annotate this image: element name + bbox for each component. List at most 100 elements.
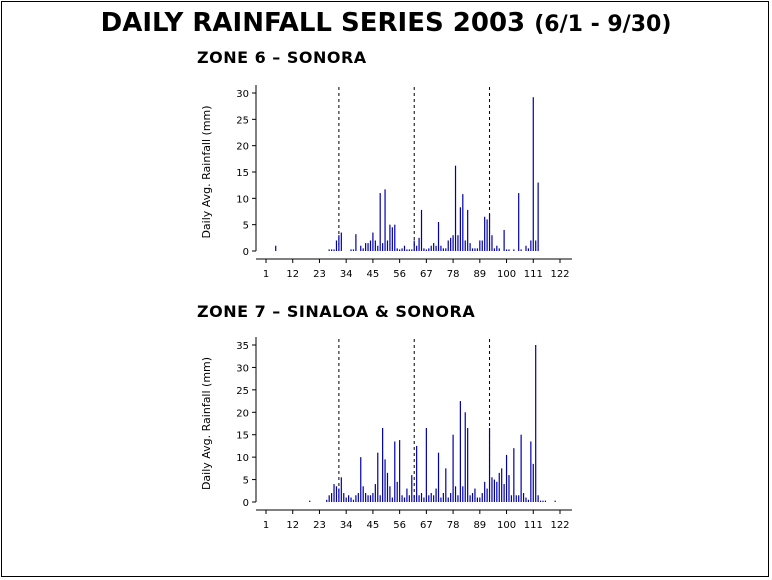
- rainfall-bar: [360, 457, 362, 502]
- rainfall-bar: [496, 481, 498, 502]
- rainfall-bar: [399, 440, 401, 502]
- rainfall-bar: [428, 495, 430, 502]
- rainfall-bar: [394, 224, 396, 251]
- y-tick-label: 30: [236, 363, 249, 374]
- x-tick-label: 23: [313, 269, 326, 280]
- rainfall-bar: [442, 248, 444, 251]
- rainfall-bar: [447, 240, 449, 251]
- zone6-rainfall-chart: 0 5 10 15 20 25 30 1 12 23 34 45 56 67 78 89 100 111 122 Da…: [200, 85, 572, 280]
- rainfall-bar: [508, 249, 510, 251]
- y-tick-label: 20: [236, 408, 249, 419]
- rainfall-bar: [505, 249, 508, 251]
- rainfall-bar: [333, 484, 335, 502]
- y-tick-label: 25: [236, 115, 249, 126]
- rainfall-bar: [442, 493, 444, 502]
- rainfall-bar: [403, 497, 406, 502]
- y-tick-label: 5: [243, 221, 249, 232]
- rainfall-bar: [440, 497, 442, 502]
- rainfall-bar: [340, 232, 342, 251]
- zone7-chart-title: ZONE 7 – SINALOA & SONORA: [197, 302, 476, 321]
- rainfall-bar: [379, 495, 381, 502]
- rainfall-bar: [343, 493, 345, 502]
- rainfall-bar: [452, 235, 454, 251]
- rainfall-bar: [408, 495, 410, 502]
- rainfall-bar: [527, 248, 530, 251]
- rainfall-bar: [352, 499, 355, 502]
- rainfall-bar: [350, 497, 352, 502]
- rainfall-bar: [437, 222, 440, 251]
- x-tick-label: 45: [367, 269, 380, 280]
- rainfall-bar: [464, 240, 466, 251]
- rainfall-bar: [520, 249, 522, 251]
- rainfall-bar: [486, 219, 488, 251]
- rainfall-bar: [476, 248, 478, 251]
- rainfall-bar: [416, 245, 418, 251]
- rainfall-bar: [433, 243, 435, 251]
- rainfall-bar: [355, 234, 357, 251]
- rainfall-bar: [437, 452, 440, 502]
- y-tick-label: 25: [236, 386, 249, 397]
- rainfall-bar: [365, 493, 367, 502]
- x-tick-label: 111: [524, 269, 543, 280]
- rainfall-bar: [331, 249, 333, 251]
- rainfall-bar: [389, 224, 391, 251]
- rainfall-bar: [537, 182, 539, 251]
- rainfall-bar: [445, 248, 447, 251]
- rainfall-bar: [471, 493, 474, 502]
- y-tick-label: 20: [236, 142, 249, 153]
- rainfall-bar: [413, 495, 415, 502]
- x-tick-label: 34: [340, 269, 353, 280]
- rainfall-bar: [418, 495, 420, 502]
- rainfall-bar: [542, 500, 544, 502]
- rainfall-bar: [488, 427, 491, 502]
- rainfall-bar: [462, 194, 464, 251]
- rainfall-bar: [488, 214, 491, 251]
- zone7-rainfall-chart: 0 5 10 15 20 25 30 35 1 12 23 34 45 56 67 78 89 100 111 122…: [200, 337, 572, 531]
- x-tick-label: 78: [447, 520, 460, 531]
- rainfall-bar: [413, 240, 415, 251]
- rainfall-bar: [406, 488, 408, 502]
- rainfall-bar: [459, 207, 461, 251]
- rainfall-bar: [491, 235, 493, 251]
- rainfall-bar: [372, 493, 374, 502]
- rainfall-bar: [539, 500, 542, 502]
- rainfall-bar: [479, 240, 481, 251]
- rainfall-bar: [350, 249, 352, 251]
- main-title: DAILY RAINFALL SERIES 2003 (6/1 - 9/30): [0, 8, 772, 38]
- rainfall-bar: [338, 235, 340, 251]
- rainfall-bar: [486, 488, 488, 502]
- rainfall-bar: [348, 495, 350, 502]
- rainfall-bar: [464, 412, 466, 502]
- rainfall-bar: [401, 248, 403, 251]
- rainfall-bar: [447, 497, 449, 502]
- rainfall-bar: [537, 495, 539, 502]
- rainfall-bar: [403, 245, 406, 251]
- rainfall-bar: [527, 499, 530, 502]
- x-tick-label: 78: [447, 269, 460, 280]
- rainfall-bar: [430, 493, 432, 502]
- rainfall-bar: [459, 401, 461, 502]
- rainfall-bar: [433, 495, 435, 502]
- x-tick-label: 12: [286, 520, 299, 531]
- rainfall-bar: [525, 497, 527, 502]
- rainfall-bar: [379, 193, 381, 251]
- rainfall-bar: [530, 441, 532, 502]
- x-tick-label: 45: [367, 520, 380, 531]
- rainfall-bar: [476, 497, 478, 502]
- rainfall-bar: [493, 479, 495, 502]
- rainfall-bar: [333, 249, 335, 251]
- rainfall-bar: [401, 495, 403, 502]
- rainfall-bar: [535, 345, 537, 502]
- x-tick-label: 12: [286, 269, 299, 280]
- x-tick-label: 89: [473, 269, 486, 280]
- rainfall-bar: [503, 229, 505, 251]
- rainfall-bar: [423, 497, 425, 502]
- rainfall-bar: [450, 237, 452, 251]
- x-tick-label: 67: [420, 269, 433, 280]
- rainfall-bar: [503, 484, 505, 502]
- rainfall-bar: [469, 495, 471, 502]
- rainfall-bar: [406, 249, 408, 251]
- rainfall-bar: [484, 481, 486, 502]
- x-tick-label: 56: [393, 269, 406, 280]
- rainfall-bar: [352, 249, 355, 251]
